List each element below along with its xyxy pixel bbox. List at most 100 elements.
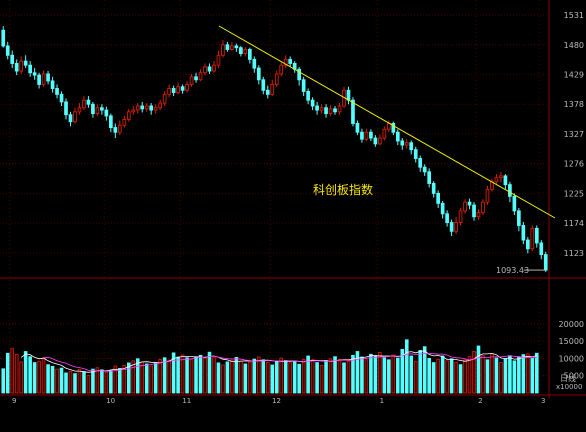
volume-bar	[149, 365, 153, 394]
candle-body	[261, 79, 266, 91]
volume-bar	[530, 358, 535, 394]
date-tick-label: 1	[380, 397, 384, 405]
volume-bar	[207, 351, 212, 394]
volume-bar	[508, 355, 512, 394]
volume-bar	[364, 359, 369, 394]
volume-bar	[409, 355, 414, 394]
date-tick-label: 3	[541, 397, 545, 405]
volume-bar	[404, 339, 409, 394]
candle-body	[50, 80, 55, 89]
volume-bar	[517, 356, 521, 394]
candle-body	[378, 137, 382, 145]
volume-bar	[198, 354, 203, 394]
candle-body	[543, 254, 548, 271]
candle-body	[158, 102, 163, 109]
volume-bar	[59, 367, 64, 394]
volume-bar	[382, 357, 387, 394]
candle-body	[252, 58, 257, 69]
volume-bar	[225, 361, 230, 394]
volume-bar	[153, 362, 158, 394]
candle-body	[198, 72, 203, 81]
candle-body	[283, 58, 288, 66]
volume-bar	[167, 359, 171, 394]
candle-body	[337, 105, 342, 113]
volume-bar	[64, 372, 68, 394]
candle-body	[382, 128, 387, 139]
resistance-trendline	[218, 25, 556, 219]
volume-bar	[387, 359, 391, 394]
price-tick-label: 1531	[564, 11, 584, 20]
candle-body	[207, 66, 212, 72]
candle-body	[149, 105, 154, 111]
volume-bar	[319, 364, 324, 394]
candle-body	[203, 66, 207, 74]
candle-body	[436, 192, 440, 204]
volume-bar	[306, 355, 310, 394]
volume-bar	[454, 361, 458, 394]
volume-bar	[521, 354, 526, 394]
price-tick-label: 1174	[564, 219, 584, 228]
candle-body	[404, 142, 409, 146]
candle-body	[117, 124, 122, 133]
volume-bar	[131, 360, 136, 394]
volume-bar	[41, 358, 46, 394]
candle-body	[171, 88, 176, 94]
volume-bar	[337, 359, 342, 394]
candle-body	[373, 137, 378, 145]
volume-bar	[378, 352, 382, 394]
candle-body	[167, 88, 171, 95]
candle-body	[413, 149, 418, 159]
volume-tick-label: 15000	[559, 337, 584, 346]
candle-body	[109, 115, 113, 129]
volume-bar	[28, 356, 32, 394]
volume-bar	[328, 358, 333, 394]
candle-body	[386, 123, 391, 130]
volume-bar	[396, 357, 400, 394]
volume-bar	[180, 354, 185, 394]
volume-bar	[86, 374, 91, 394]
candle-body	[440, 202, 445, 215]
candle-body	[306, 90, 310, 101]
volume-bar	[243, 363, 248, 394]
candle-body	[230, 45, 234, 50]
date-tick-label: 2	[478, 397, 482, 405]
candle-body	[10, 54, 15, 64]
candle-body	[95, 107, 100, 115]
volume-bar	[310, 359, 315, 394]
candle-body	[144, 105, 149, 110]
candle-body	[288, 58, 293, 64]
volume-bar	[360, 356, 364, 394]
volume-bar	[324, 360, 328, 394]
volume-bar	[481, 355, 485, 394]
date-tick-label: 10	[106, 397, 115, 405]
volume-bar	[274, 360, 279, 394]
candle-body	[301, 79, 306, 92]
price-tick-label: 1225	[564, 189, 584, 198]
volume-bar	[82, 371, 86, 394]
candle-body	[5, 45, 10, 56]
candle-body	[324, 107, 328, 115]
axis-labels: 1123117412251276132713781429148015315000…	[12, 11, 584, 405]
volume-bar	[431, 362, 436, 394]
volume-bar	[292, 361, 297, 394]
volume-bar	[203, 357, 207, 394]
candle-body	[279, 64, 284, 75]
candle-body	[221, 44, 225, 56]
candle-body	[122, 118, 127, 126]
price-tick-label: 1480	[564, 41, 584, 50]
volume-bar	[427, 358, 431, 394]
candle-body	[310, 99, 315, 107]
candle-body	[91, 103, 95, 115]
candle-body	[445, 213, 449, 223]
date-tick-label: 11	[182, 397, 191, 405]
candle-body	[512, 195, 517, 212]
chart-title: 科创板指数	[313, 182, 373, 197]
period-label: 日线	[560, 373, 576, 383]
candle-body	[422, 166, 427, 173]
price-tick-label: 1378	[564, 100, 584, 109]
volume-bar	[458, 364, 463, 394]
candle-body	[355, 123, 360, 133]
candle-body	[185, 83, 189, 91]
